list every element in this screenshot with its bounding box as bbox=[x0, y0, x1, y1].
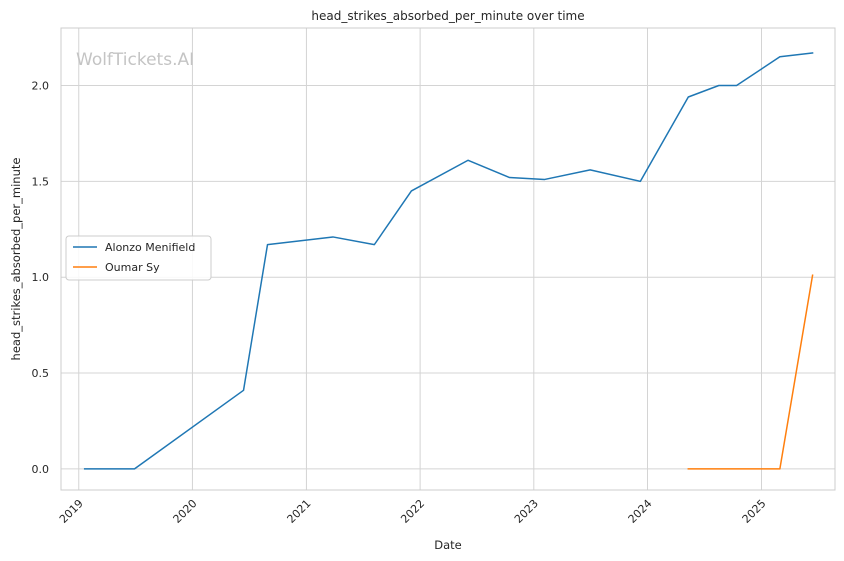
chart-title: head_strikes_absorbed_per_minute over ti… bbox=[311, 9, 584, 23]
y-tick-label: 0.0 bbox=[32, 463, 50, 476]
watermark: WolfTickets.AI bbox=[76, 50, 194, 70]
y-axis-label: head_strikes_absorbed_per_minute bbox=[9, 158, 23, 361]
y-tick-label: 1.0 bbox=[32, 271, 50, 284]
x-tick-label: 2023 bbox=[512, 497, 541, 526]
series-line-alonzo-menifield bbox=[83, 52, 814, 470]
legend-label-oumar-sy: Oumar Sy bbox=[105, 261, 160, 274]
series-layer bbox=[83, 52, 814, 470]
x-axis-label: Date bbox=[434, 538, 462, 552]
x-tick-label: 2022 bbox=[398, 497, 427, 526]
series-line-oumar-sy bbox=[687, 274, 814, 470]
plot-border bbox=[60, 27, 836, 491]
y-axis-ticks: 0.0 0.5 1.0 1.5 2.0 bbox=[32, 80, 50, 476]
x-axis-ticks: 2019 2020 2021 2022 2023 2024 2025 bbox=[57, 497, 769, 526]
y-tick-label: 1.5 bbox=[32, 175, 50, 188]
legend-label-alonzo-menifield: Alonzo Menifield bbox=[105, 241, 195, 254]
y-tick-label: 2.0 bbox=[32, 80, 50, 93]
x-tick-label: 2025 bbox=[740, 497, 769, 526]
x-tick-label: 2020 bbox=[171, 497, 200, 526]
legend: Alonzo Menifield Oumar Sy bbox=[65, 235, 212, 281]
x-tick-label: 2024 bbox=[626, 497, 655, 526]
x-tick-label: 2021 bbox=[285, 497, 314, 526]
legend-box bbox=[65, 235, 212, 281]
x-tick-label: 2019 bbox=[57, 497, 86, 526]
y-tick-label: 0.5 bbox=[32, 367, 50, 380]
